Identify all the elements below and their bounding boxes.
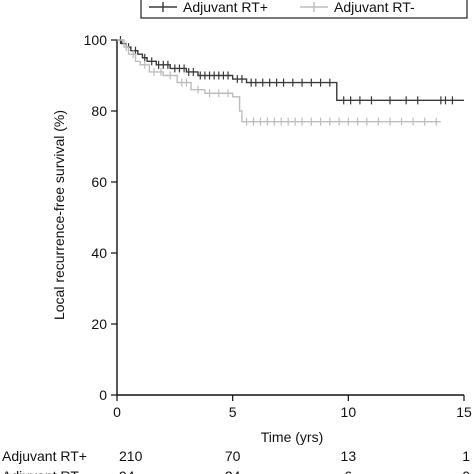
legend-label: Adjuvant RT-	[334, 0, 415, 15]
series-rt-plus	[117, 36, 464, 105]
risk-value: 13	[341, 448, 357, 464]
survival-curves	[117, 36, 464, 126]
y-tick-label: 60	[91, 174, 107, 190]
legend: Adjuvant RT+ Adjuvant RT-	[140, 0, 468, 19]
y-tick-label: 100	[84, 32, 108, 48]
number-at-risk-table: Adjuvant RT+ 210 70 13 1 Adjuvant RT- 94 24 6 0	[2, 448, 470, 474]
x-tick-label: 15	[456, 404, 472, 420]
risk-value: 0	[462, 468, 470, 474]
risk-value: 1	[462, 448, 470, 464]
y-tick-label: 40	[91, 245, 107, 261]
survival-line	[117, 39, 464, 102]
risk-value: 210	[119, 448, 143, 464]
x-tick-label: 10	[341, 404, 357, 420]
risk-value: 24	[225, 468, 241, 474]
risk-row-label: Adjuvant RT-	[2, 468, 83, 474]
legend-item: Adjuvant RT+	[149, 0, 268, 15]
legend-label: Adjuvant RT+	[183, 0, 268, 15]
y-tick-label: 0	[99, 387, 107, 403]
risk-value: 94	[119, 468, 135, 474]
risk-row: Adjuvant RT- 94 24 6 0	[2, 468, 470, 474]
risk-value: 6	[344, 468, 352, 474]
x-tick-label: 5	[229, 404, 237, 420]
legend-item: Adjuvant RT-	[300, 0, 415, 15]
y-tick-label: 20	[91, 316, 107, 332]
y-axis-title: Local recurrence-free survival (%)	[51, 110, 67, 320]
axes: 0 20 40 60 80 100 0 5 10 15	[84, 32, 472, 420]
x-axis-title: Time (yrs)	[261, 429, 323, 445]
risk-value: 70	[225, 448, 241, 464]
x-tick-label: 0	[113, 404, 121, 420]
risk-row-label: Adjuvant RT+	[2, 448, 87, 464]
survival-line	[117, 39, 441, 123]
y-axis-ticks: 0 20 40 60 80 100	[84, 32, 117, 403]
y-tick-label: 80	[91, 103, 107, 119]
series-rt-minus	[117, 39, 441, 126]
legend-box	[140, 0, 468, 19]
x-axis-ticks: 0 5 10 15	[113, 395, 472, 420]
risk-row: Adjuvant RT+ 210 70 13 1	[2, 448, 470, 464]
